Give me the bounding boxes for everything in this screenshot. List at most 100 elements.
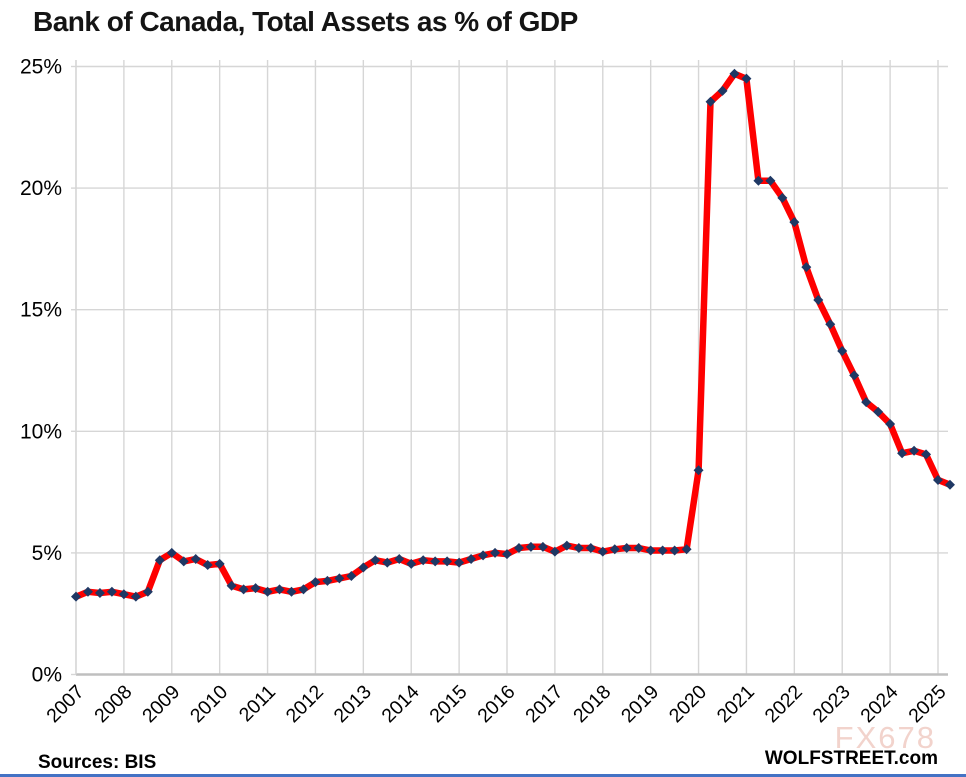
data-point-marker	[118, 589, 129, 600]
data-point-marker	[813, 294, 824, 305]
x-tick-label: 2010	[186, 681, 232, 727]
x-tick-label: 2015	[425, 681, 471, 727]
data-point-marker	[106, 586, 117, 597]
data-point-marker	[238, 584, 249, 595]
data-point-marker	[166, 547, 177, 558]
data-point-marker	[885, 419, 896, 430]
data-point-marker	[82, 586, 93, 597]
data-point-marker	[274, 584, 285, 595]
data-point-marker	[801, 262, 812, 273]
x-tick-label: 2007	[42, 681, 88, 727]
data-point-marker	[130, 591, 141, 602]
data-point-marker	[633, 543, 644, 554]
data-point-marker	[873, 406, 884, 417]
chart-title: Bank of Canada, Total Assets as % of GDP	[33, 6, 578, 37]
data-point-marker	[286, 586, 297, 597]
data-point-marker	[142, 586, 153, 597]
data-point-marker	[861, 397, 872, 408]
y-tick-label: 15%	[20, 299, 62, 322]
data-point-marker	[789, 217, 800, 228]
data-point-marker	[765, 175, 776, 186]
data-point-marker	[418, 555, 429, 566]
data-point-marker	[777, 192, 788, 203]
data-point-marker	[442, 556, 453, 567]
x-tick-label: 2020	[665, 681, 711, 727]
data-point-marker	[310, 577, 321, 588]
data-point-marker	[681, 544, 692, 555]
data-point-marker	[909, 445, 920, 456]
data-point-marker	[490, 547, 501, 558]
data-point-marker	[346, 571, 357, 582]
data-point-marker	[454, 557, 465, 568]
data-point-marker	[705, 96, 716, 107]
data-point-marker	[394, 553, 405, 564]
data-point-marker	[322, 575, 333, 586]
data-point-marker	[561, 540, 572, 551]
data-point-marker	[214, 558, 225, 569]
data-point-marker	[609, 544, 620, 555]
data-point-marker	[657, 545, 668, 556]
data-point-marker	[585, 543, 596, 554]
source-label: Sources: BIS	[38, 752, 157, 773]
data-point-marker	[549, 546, 560, 557]
data-point-marker	[513, 543, 524, 554]
data-point-marker	[358, 562, 369, 573]
bottom-accent-bar	[0, 774, 966, 777]
x-tick-label: 2014	[378, 681, 424, 727]
data-point-marker	[178, 556, 189, 567]
data-point-marker	[729, 68, 740, 79]
x-tick-label: 2022	[761, 681, 807, 727]
data-point-marker	[573, 543, 584, 554]
data-point-marker	[693, 465, 704, 476]
series-line	[72, 70, 954, 600]
data-point-marker	[621, 543, 632, 554]
data-point-marker	[370, 555, 381, 566]
data-point-marker	[250, 583, 261, 594]
data-point-marker	[645, 545, 656, 556]
data-point-marker	[537, 541, 548, 552]
data-point-marker	[334, 573, 345, 584]
x-tick-label: 2011	[235, 681, 280, 726]
y-tick-label: 0%	[32, 664, 62, 687]
data-point-marker	[849, 370, 860, 381]
data-point-marker	[406, 558, 417, 569]
data-point-marker	[502, 549, 512, 560]
x-tick-label: 2012	[282, 681, 328, 727]
x-tick-label: 2019	[617, 681, 663, 727]
x-tick-label: 2013	[330, 681, 376, 727]
data-point-marker	[669, 545, 680, 556]
y-tick-label: 20%	[20, 177, 62, 200]
data-point-marker	[825, 319, 836, 330]
y-tick-label: 10%	[20, 420, 62, 443]
y-tick-label: 5%	[32, 542, 62, 565]
data-point-marker	[944, 479, 955, 490]
data-point-marker	[478, 550, 489, 561]
data-point-marker	[921, 449, 932, 460]
data-point-marker	[71, 591, 81, 602]
data-point-marker	[190, 553, 201, 564]
data-point-marker	[717, 85, 728, 96]
data-point-marker	[94, 588, 105, 599]
data-point-marker	[837, 346, 848, 357]
data-point-marker	[933, 474, 943, 485]
x-tick-label: 2018	[569, 681, 615, 727]
y-tick-label: 25%	[20, 56, 62, 79]
data-point-marker	[430, 556, 441, 567]
x-tick-label: 2021	[713, 681, 759, 727]
fx678-watermark: FX678	[834, 720, 936, 755]
data-point-marker	[154, 555, 165, 566]
data-point-marker	[226, 580, 237, 591]
data-point-marker	[897, 448, 908, 459]
data-point-marker	[382, 557, 393, 568]
x-tick-label: 2009	[138, 681, 184, 727]
x-tick-label: 2016	[473, 681, 519, 727]
data-point-marker	[466, 553, 477, 564]
data-point-marker	[262, 586, 273, 597]
data-point-marker	[525, 541, 536, 552]
data-point-marker	[298, 584, 309, 595]
data-point-marker	[741, 73, 752, 84]
data-point-marker	[202, 560, 213, 571]
x-tick-label: 2008	[90, 681, 136, 727]
